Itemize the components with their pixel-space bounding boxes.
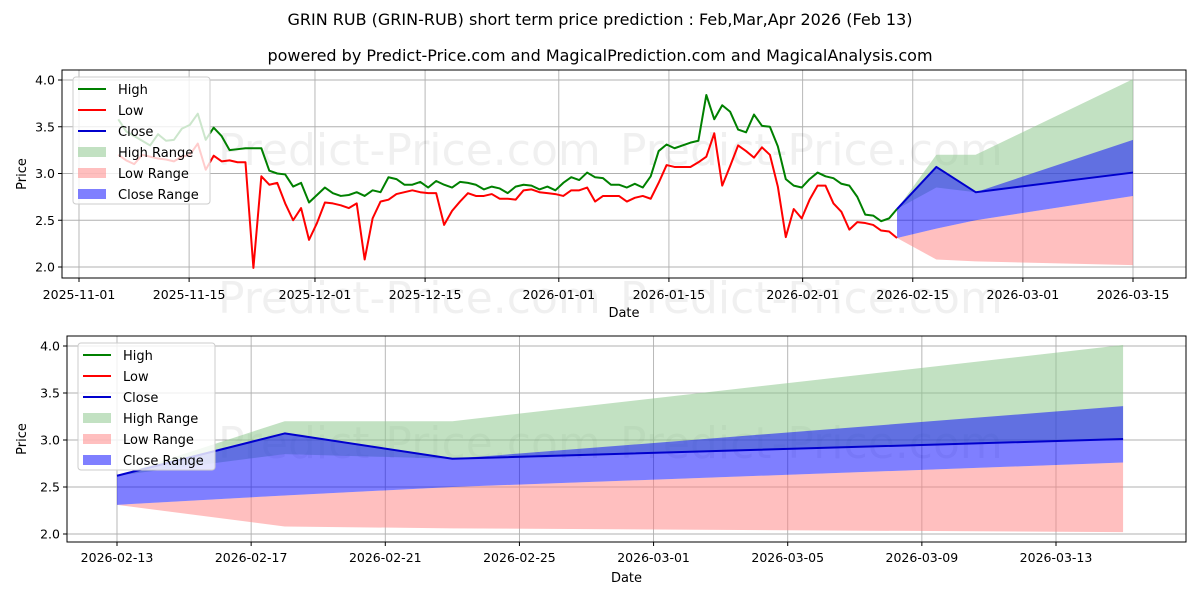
plot-area xyxy=(117,79,1134,269)
low-range-band xyxy=(897,195,1133,266)
y-axis-label: Price xyxy=(15,423,30,455)
x-tick-label: 2026-01-01 xyxy=(522,287,595,302)
legend-item-low: Low xyxy=(83,370,149,385)
close-range-band xyxy=(117,406,1124,505)
y-tick-label: 3.0 xyxy=(40,433,60,448)
legend-swatch-patch xyxy=(83,413,111,423)
y-tick-label: 2.0 xyxy=(40,527,60,542)
x-tick-label: 2026-03-15 xyxy=(1097,287,1170,302)
x-tick-label: 2026-02-15 xyxy=(876,287,949,302)
close-range-band xyxy=(897,139,1133,239)
y-tick-label: 2.5 xyxy=(35,213,55,228)
x-axis-label: Date xyxy=(608,306,639,321)
legend-label: High Range xyxy=(118,146,193,161)
x-tick-label: 2026-03-01 xyxy=(617,550,690,565)
y-tick-label: 4.0 xyxy=(35,73,55,88)
y-tick-label: 3.5 xyxy=(40,386,60,401)
x-tick-label: 2025-12-15 xyxy=(389,287,462,302)
legend-swatch-patch xyxy=(78,147,106,157)
legend-swatch-patch xyxy=(78,168,106,178)
y-tick-label: 3.0 xyxy=(35,166,55,181)
low-range-band xyxy=(117,462,1124,533)
legend-item-low-range: Low Range xyxy=(83,433,194,448)
legend-box xyxy=(77,342,216,471)
x-axis-label: Date xyxy=(611,571,642,586)
legend-label: Close xyxy=(118,125,153,140)
low-line xyxy=(117,132,898,269)
y-tick-label: 2.0 xyxy=(35,260,55,275)
y-tick-label: 4.0 xyxy=(40,339,60,354)
history-chart-panel: Predict-Price.com Predict-Price.com Predic… xyxy=(15,69,1187,324)
x-tick-label: 2026-03-01 xyxy=(987,287,1060,302)
x-tick-label: 2026-02-21 xyxy=(349,550,422,565)
high-line xyxy=(117,93,898,223)
close-line xyxy=(896,165,1134,210)
legend-item-high: High xyxy=(83,349,153,364)
legend-label: Close xyxy=(123,391,158,406)
x-tick-label: 2026-03-05 xyxy=(751,550,824,565)
legend-item-high-range: High Range xyxy=(78,146,193,161)
x-tick-label: 2026-02-13 xyxy=(81,550,154,565)
y-tick-label: 3.5 xyxy=(35,119,55,134)
axes-frame xyxy=(66,335,1187,543)
x-tick-label: 2025-12-01 xyxy=(279,287,352,302)
x-tick-label: 2026-03-13 xyxy=(1020,550,1093,565)
y-tick-label: 2.5 xyxy=(40,480,60,495)
legend-label: High Range xyxy=(123,412,198,427)
y-axis-label: Price xyxy=(15,158,30,190)
legend: High Low Close High Range Low Range Close Ran… xyxy=(77,342,216,471)
legend-label: Low xyxy=(123,370,149,385)
x-tick-label: 2026-02-01 xyxy=(766,287,839,302)
legend-box xyxy=(72,76,211,205)
watermark-text: Predict-Price.com xyxy=(218,273,601,324)
legend-label: Low Range xyxy=(118,167,189,182)
legend-swatch-patch xyxy=(83,455,111,465)
legend-label: High xyxy=(118,83,148,98)
legend-item-close-range: Close Range xyxy=(83,454,204,469)
x-tick-label: 2026-03-09 xyxy=(886,550,959,565)
watermark-text: Predict-Price.com xyxy=(218,125,601,176)
watermark-text: Predict-Price.com xyxy=(620,273,1003,324)
legend-label: High xyxy=(123,349,153,364)
x-tick-label: 2026-02-17 xyxy=(215,550,288,565)
x-tick-label: 2026-01-15 xyxy=(633,287,706,302)
legend-label: Low Range xyxy=(123,433,194,448)
legend-item-high: High xyxy=(78,83,148,98)
legend-label: Close Range xyxy=(123,454,204,469)
legend-swatch-patch xyxy=(78,189,106,199)
forecast-chart-panel: Predict-Price.comPredict-Price.com2.02.5… xyxy=(15,335,1187,586)
chart-title: GRIN RUB (GRIN-RUB) short term price pre… xyxy=(287,10,913,29)
plot-area xyxy=(116,345,1124,533)
legend: High Low Close High Range Low Range Close Ran… xyxy=(72,76,211,205)
legend-item-low: Low xyxy=(78,104,144,119)
chart-subtitle: powered by Predict-Price.com and Magical… xyxy=(267,46,933,65)
x-tick-label: 2025-11-01 xyxy=(43,287,116,302)
legend-swatch-patch xyxy=(83,434,111,444)
legend-item-low-range: Low Range xyxy=(78,167,189,182)
x-tick-label: 2025-11-15 xyxy=(153,287,226,302)
legend-item-close-range: Close Range xyxy=(78,188,199,203)
legend-item-high-range: High Range xyxy=(83,412,198,427)
legend-label: Close Range xyxy=(118,188,199,203)
legend-label: Low xyxy=(118,104,144,119)
legend-item-close: Close xyxy=(83,391,158,406)
legend-item-close: Close xyxy=(78,125,153,140)
x-tick-label: 2026-02-25 xyxy=(483,550,556,565)
